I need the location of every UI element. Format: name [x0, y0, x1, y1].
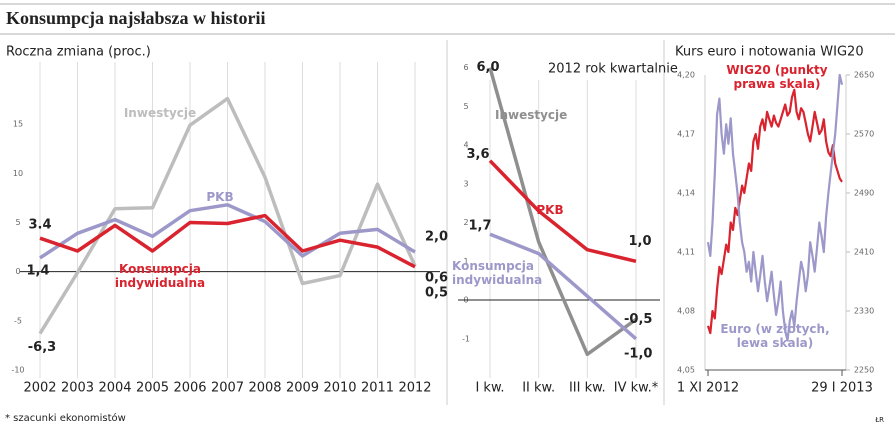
series-label: PKB [206, 190, 234, 204]
y-tick-label: 5 [15, 218, 20, 227]
series-line [39, 203, 416, 260]
series-label-box: Konsumpcja indywidualna [114, 262, 206, 290]
series-label-box: PKB [536, 203, 564, 217]
y2-tick-label: 2330 [854, 307, 874, 316]
series-line [706, 88, 843, 335]
series-line [706, 73, 844, 342]
y2-tick-label: 2490 [854, 189, 874, 198]
y-tick-label: 1 [463, 257, 468, 266]
y-tick-label: 4 [463, 141, 468, 150]
series-line [38, 96, 417, 335]
value-label: -1,0 [624, 346, 652, 361]
x-tick-label: 2009 [286, 381, 319, 396]
y2-tick-label: 2570 [854, 130, 874, 139]
y-tick-label: -10 [11, 366, 24, 375]
y-tick-label: -1 [462, 334, 470, 343]
x-tick-label: 2007 [211, 381, 244, 396]
x-tick-label: 29 I 2013 [811, 381, 873, 396]
subtitle: Kurs euro i notowania WIG20 [675, 45, 864, 60]
series-label-box: Konsumpcja indywidualna [452, 259, 543, 287]
y-tick-label: 5 [463, 102, 468, 111]
x-tick-label: 2011 [361, 381, 394, 396]
x-tick-label: I kw. [475, 381, 504, 396]
value-label: 3.4 [28, 218, 51, 233]
x-tick-label: 2006 [173, 381, 206, 396]
y-tick-label: 4,08 [677, 307, 695, 316]
series-label: Konsumpcja indywidualna [452, 259, 543, 287]
series-label-box: Inwestycje [495, 108, 568, 122]
y-tick-label: 6 [463, 63, 468, 72]
series-label-box: Euro (w złotych, lewa skala) [720, 322, 830, 350]
value-label: -0,5 [624, 312, 652, 327]
subtitle: 2012 rok kwartalnie [548, 62, 678, 77]
value-label: 3,6 [466, 147, 489, 162]
x-tick-label: 2010 [323, 381, 356, 396]
series-label: WIG20 (punkty prawa skala) [726, 63, 828, 91]
y2-tick-label: 2650 [854, 71, 874, 80]
x-tick-label: 2002 [23, 381, 56, 396]
value-label: 0,5 [425, 285, 448, 300]
value-label: 1,7 [468, 219, 491, 234]
series-label-box: WIG20 (punkty prawa skala) [726, 63, 828, 91]
subtitle: Roczna zmiana (proc.) [6, 45, 151, 60]
y-tick-label: 2 [463, 218, 468, 227]
x-tick-label: 2004 [98, 381, 131, 396]
y-tick-label: 4,05 [677, 366, 695, 375]
series-label: Inwestycje [495, 108, 568, 122]
value-label: -6,3 [28, 340, 56, 355]
y2-tick-label: 2410 [854, 248, 874, 257]
y-tick-label: 4,11 [677, 248, 695, 257]
y-tick-label: 4,14 [677, 189, 695, 198]
series-label-box: PKB [206, 190, 234, 204]
series-line [39, 213, 416, 269]
credit: ŁR [874, 416, 884, 424]
footnote: * szacunki ekonomistów [5, 412, 126, 424]
x-tick-label: II kw. [522, 381, 555, 396]
series-label-box: Inwestycje [123, 106, 197, 120]
x-tick-label: 2005 [136, 381, 169, 396]
y2-tick-label: 2250 [854, 366, 874, 375]
x-tick-label: 2003 [61, 381, 94, 396]
value-label: 0,6 [425, 270, 448, 285]
value-label: 2,0 [425, 230, 448, 245]
y-tick-label: 15 [13, 120, 23, 129]
title: Konsumpcja najsłabsza w historii [6, 8, 266, 28]
x-tick-label: 1 XI 2012 [677, 381, 739, 396]
y-tick-label: 0 [15, 267, 20, 276]
x-tick-label: 2008 [248, 381, 281, 396]
y-tick-label: -5 [14, 316, 22, 325]
x-tick-label: III kw. [569, 381, 606, 396]
series-label: Konsumpcja indywidualna [114, 262, 206, 290]
value-label: 1,4 [26, 263, 49, 278]
value-label: 6,0 [476, 60, 499, 75]
series-label: PKB [536, 203, 564, 217]
y-tick-label: 4,20 [677, 71, 695, 80]
y-tick-label: 4,17 [677, 130, 695, 139]
series-line [488, 159, 637, 264]
series-label: Inwestycje [123, 106, 197, 120]
series-line [489, 232, 638, 341]
x-tick-label: 2012 [398, 381, 431, 396]
value-label: 1,0 [628, 234, 651, 249]
x-tick-label: IV kw.* [614, 381, 659, 396]
y-tick-label: 3 [463, 179, 468, 188]
y-tick-label: 10 [13, 169, 23, 178]
series-label: Euro (w złotych, lewa skala) [720, 322, 830, 350]
series-line [488, 67, 638, 357]
